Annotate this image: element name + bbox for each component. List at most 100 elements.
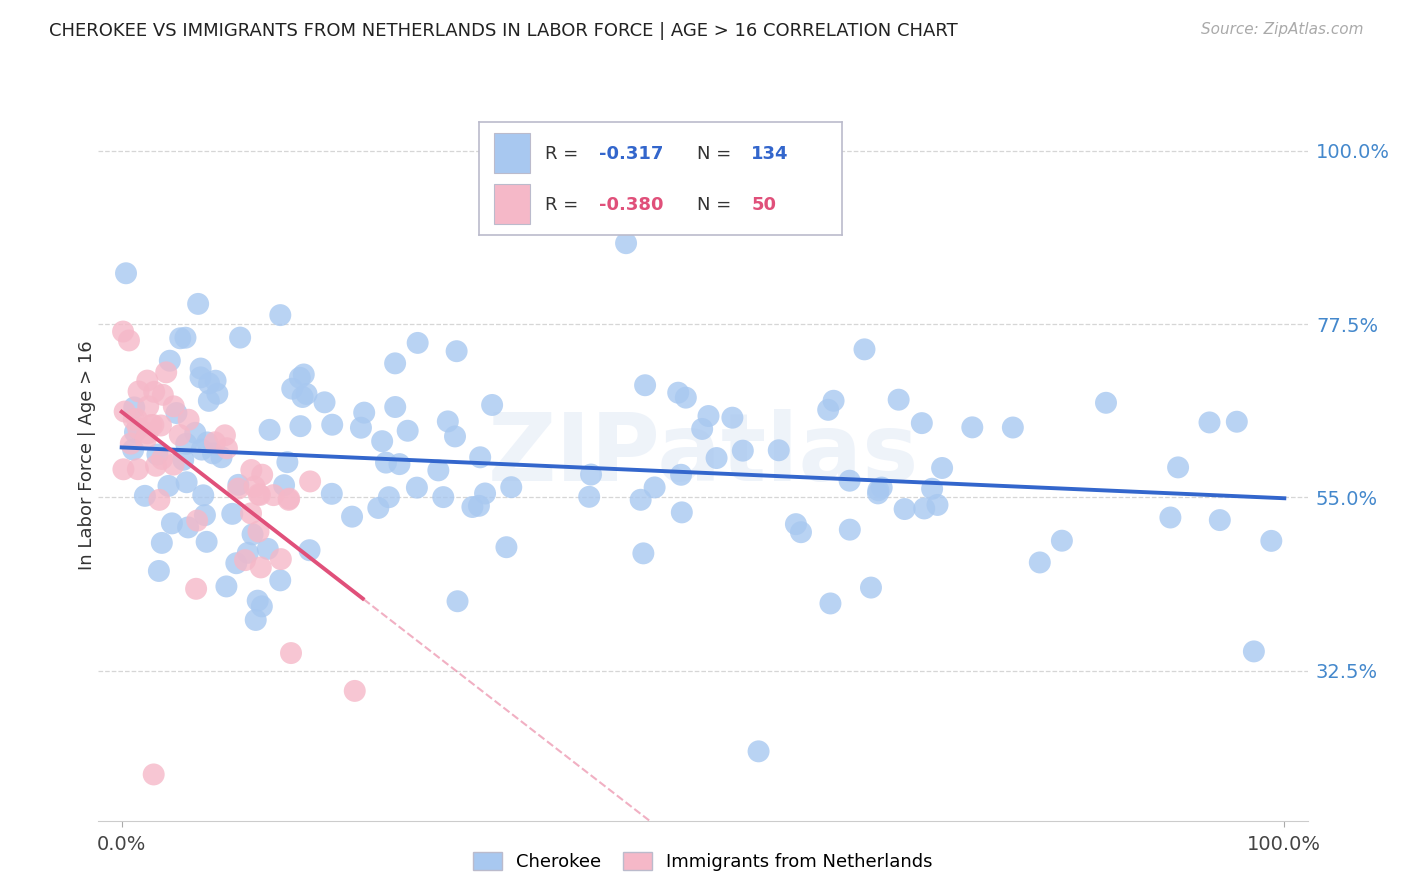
Point (184, 425, 207, 440)
Point (246, 593, 269, 607)
Point (148, 492, 170, 507)
Point (250, 467, 273, 482)
Point (127, 462, 149, 476)
Point (838, 523, 860, 537)
Point (195, 534, 218, 549)
Point (122, 412, 145, 426)
Point (1260, 533, 1282, 548)
Point (1095, 396, 1118, 410)
Point (187, 297, 209, 311)
Point (141, 418, 163, 433)
Point (136, 399, 159, 413)
Point (233, 553, 256, 567)
Point (184, 582, 207, 596)
Point (259, 423, 281, 437)
Point (353, 406, 375, 420)
Point (243, 480, 266, 494)
Point (461, 500, 484, 514)
Point (406, 335, 429, 350)
Point (250, 560, 273, 574)
Point (671, 505, 693, 519)
Point (468, 499, 491, 513)
Point (240, 506, 263, 520)
Point (163, 400, 186, 414)
Point (911, 416, 934, 430)
Point (731, 443, 754, 458)
Point (193, 488, 215, 502)
Point (269, 574, 291, 588)
Point (242, 527, 264, 541)
Point (931, 461, 953, 475)
Point (446, 594, 468, 608)
Point (378, 490, 401, 504)
Point (427, 463, 450, 477)
Point (314, 395, 336, 409)
Point (644, 480, 666, 494)
Point (406, 481, 429, 495)
Point (295, 387, 318, 401)
Point (155, 365, 177, 379)
Point (214, 428, 236, 442)
Point (299, 475, 322, 489)
Point (127, 422, 149, 436)
Point (236, 546, 259, 560)
Point (614, 236, 637, 251)
Point (820, 597, 842, 611)
Point (122, 442, 145, 457)
Point (927, 498, 949, 512)
Point (229, 330, 252, 344)
Point (160, 516, 183, 531)
Point (444, 429, 467, 443)
Point (790, 525, 813, 540)
Point (177, 413, 200, 427)
Point (579, 467, 602, 482)
Point (114, 404, 136, 418)
Point (290, 419, 312, 434)
Point (169, 331, 191, 345)
Text: Source: ZipAtlas.com: Source: ZipAtlas.com (1201, 22, 1364, 37)
Point (177, 520, 200, 534)
Point (1243, 644, 1265, 658)
Point (143, 384, 166, 399)
Point (853, 343, 876, 357)
Point (495, 540, 517, 554)
Point (278, 491, 301, 506)
Point (150, 536, 173, 550)
Point (343, 684, 366, 698)
Point (204, 435, 226, 450)
Text: ZIPatlas: ZIPatlas (488, 409, 918, 501)
Point (962, 420, 984, 434)
Point (150, 452, 173, 467)
Point (190, 361, 212, 376)
Point (245, 613, 267, 627)
Point (446, 344, 468, 359)
Point (321, 487, 343, 501)
Point (367, 500, 389, 515)
Point (186, 514, 208, 528)
Point (122, 401, 145, 415)
Point (578, 490, 600, 504)
Point (277, 492, 299, 507)
Point (288, 371, 311, 385)
Point (273, 478, 295, 492)
Point (146, 448, 169, 462)
Point (162, 458, 184, 472)
Point (1029, 556, 1052, 570)
Point (190, 370, 212, 384)
Point (136, 426, 159, 441)
Point (706, 451, 728, 466)
Point (921, 482, 943, 496)
Point (165, 406, 187, 420)
Point (388, 457, 411, 471)
Point (221, 507, 243, 521)
Point (870, 481, 893, 495)
Point (118, 334, 141, 348)
Point (912, 501, 935, 516)
Point (292, 368, 315, 382)
Point (112, 462, 135, 476)
Point (157, 479, 180, 493)
Point (690, 422, 713, 436)
Point (136, 374, 159, 388)
Point (142, 417, 165, 432)
Point (823, 393, 845, 408)
